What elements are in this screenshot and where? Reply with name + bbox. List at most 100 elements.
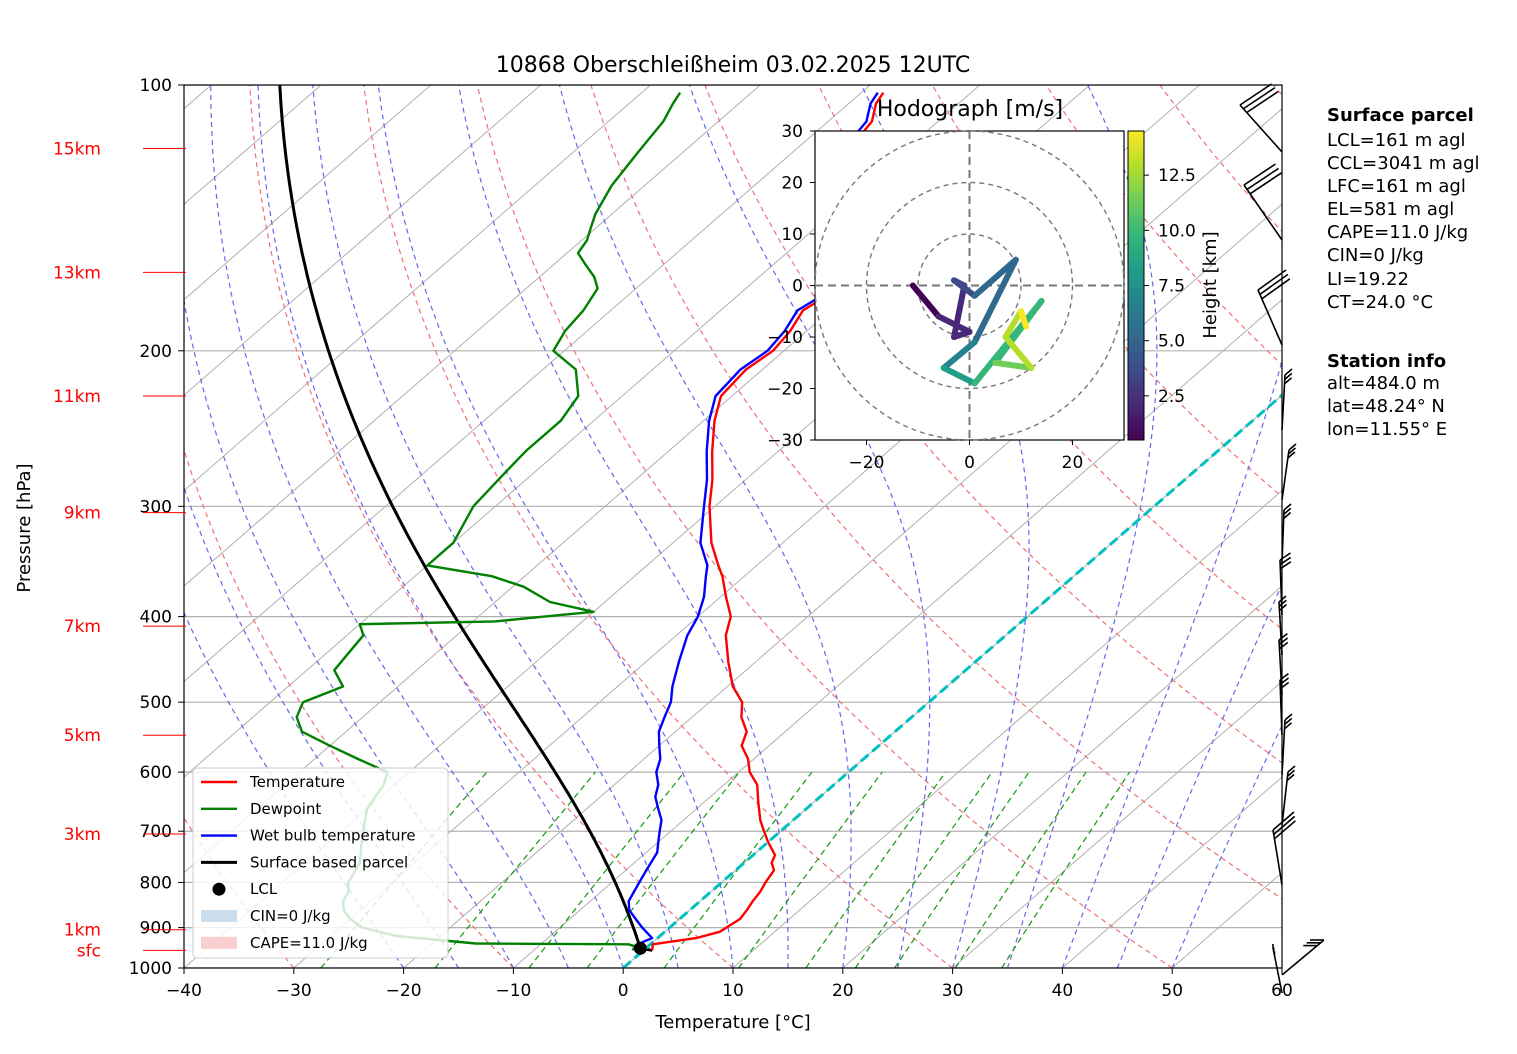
colorbar-tick-label: 7.5 xyxy=(1158,277,1185,297)
wind-barb-feather xyxy=(1279,681,1290,690)
hodograph-segment xyxy=(992,359,1035,371)
hodograph-ring xyxy=(814,130,1125,441)
moist-adiabat xyxy=(1061,359,1282,968)
legend-label: Dewpoint xyxy=(250,800,321,818)
wind-barb xyxy=(1281,509,1285,564)
surface-parcel-title: Surface parcel xyxy=(1327,105,1474,126)
hodograph-segment xyxy=(971,256,1019,299)
wind-barb xyxy=(1278,601,1283,656)
wind-barb-feather xyxy=(1283,503,1292,511)
isotherm xyxy=(622,394,1282,968)
legend-swatch xyxy=(201,910,237,922)
wind-barb xyxy=(1279,559,1283,616)
wind-barb-feather xyxy=(1284,713,1293,721)
wind-barb-feather xyxy=(1261,278,1291,300)
temperature-tick-label: 0 xyxy=(618,981,629,1001)
isotherm xyxy=(184,85,432,301)
temperature-tick-label: −30 xyxy=(276,981,312,1001)
hodograph-segment xyxy=(971,256,1019,346)
isotherm xyxy=(184,85,761,587)
height-label: sfc xyxy=(77,941,101,961)
isotherm xyxy=(842,585,1282,968)
wind-barb-feather xyxy=(1288,443,1297,451)
dry-adiabat xyxy=(476,85,1173,968)
hodograph-xtick-label: −20 xyxy=(849,453,885,473)
moist-adiabat xyxy=(558,85,852,968)
wind-barb-feather xyxy=(1259,273,1289,296)
pressure-tick-label: 200 xyxy=(140,342,172,362)
wind-barb xyxy=(1278,639,1283,696)
height-label: 15km xyxy=(53,139,101,159)
wind-barb-feather xyxy=(1278,603,1288,612)
height-label: 9km xyxy=(64,504,101,524)
colorbar-label: Height [km] xyxy=(1200,231,1221,338)
isotherm xyxy=(513,298,1282,968)
wind-barb-feather xyxy=(1249,172,1283,195)
colorbar-tick-label: 12.5 xyxy=(1158,166,1196,186)
wind-barb-feather xyxy=(1283,511,1292,520)
wind-barb-feather xyxy=(1278,599,1287,607)
wind-barb-feather xyxy=(1284,717,1293,726)
hodograph-ytick-label: 30 xyxy=(781,122,803,142)
mixing-ratio-line xyxy=(1001,771,1131,968)
wind-barb-feather xyxy=(1279,561,1292,570)
wind-barb-feather xyxy=(1278,595,1287,603)
moist-adiabat xyxy=(458,85,789,968)
wind-barbs xyxy=(1239,83,1325,994)
surface-parcel-line xyxy=(278,85,653,952)
wind-barb xyxy=(1239,104,1283,153)
wind-barb-feather xyxy=(1246,90,1279,114)
wind-barb-feather xyxy=(1279,556,1292,566)
wind-barb-feather xyxy=(1287,765,1296,773)
wind-barb-feather xyxy=(1286,769,1296,777)
temperature-tick-label: 10 xyxy=(722,981,744,1001)
dry-adiabat xyxy=(184,448,514,968)
hodograph-segment xyxy=(951,282,968,340)
legend-label: Wet bulb temperature xyxy=(250,827,416,845)
colorbar-tick-label: 2.5 xyxy=(1158,387,1185,407)
pressure-tick-label: 900 xyxy=(140,919,172,939)
hodograph-segment xyxy=(951,277,978,299)
isotherm xyxy=(184,85,541,396)
wind-barb-feather xyxy=(1283,722,1293,730)
hodograph-ytick-label: 0 xyxy=(792,277,803,297)
hodograph-inset: Hodograph [m/s] 30 20 10 0 −10 −20 −30 −20 0 20 2.5… xyxy=(767,97,1221,473)
moist-adiabat xyxy=(1171,724,1282,968)
pressure-tick-label: 800 xyxy=(140,873,172,893)
legend-label: LCL xyxy=(250,880,278,898)
lcl-marker xyxy=(633,941,647,955)
wind-barb-feather xyxy=(1242,87,1276,110)
wind-barb-feather xyxy=(1279,552,1291,561)
hodograph-segment xyxy=(1018,308,1030,330)
wind-barb-feather xyxy=(1278,641,1289,650)
wind-barb-feather xyxy=(1278,637,1289,646)
wind-barb xyxy=(1281,374,1286,431)
mixing-ratio-line xyxy=(586,771,740,968)
hodograph-ytick-label: −10 xyxy=(767,328,803,348)
dry-adiabat xyxy=(931,85,1282,498)
legend-swatch xyxy=(212,882,226,896)
surface-parcel-el: EL=581 m agl xyxy=(1327,199,1454,220)
pressure-tick-label: 1000 xyxy=(129,959,172,979)
hodograph-segment xyxy=(940,364,978,387)
dry-adiabat xyxy=(1501,85,1517,968)
pressure-tick-label: 300 xyxy=(140,497,172,517)
wind-barb-feather xyxy=(1286,773,1295,782)
hodograph-ring xyxy=(917,233,1022,338)
dry-adiabat xyxy=(590,85,1282,900)
colorbar-tick-label: 5.0 xyxy=(1158,332,1185,352)
station-lon: lon=11.55° E xyxy=(1327,419,1447,440)
height-label: 5km xyxy=(64,726,101,746)
wind-barb-feather xyxy=(1279,677,1290,686)
wind-barb-feather xyxy=(1284,368,1293,376)
station-alt: alt=484.0 m xyxy=(1327,373,1440,394)
legend-box xyxy=(192,767,449,959)
hodograph-segment xyxy=(992,297,1045,366)
x-axis-label: Temperature [°C] xyxy=(654,1012,810,1033)
temperature-tick-label: −10 xyxy=(495,981,531,1001)
hodograph-ytick-label: 10 xyxy=(781,225,803,245)
station-lat: lat=48.24° N xyxy=(1327,396,1445,417)
pressure-tick-label: 500 xyxy=(140,693,172,713)
mixing-ratio-line xyxy=(894,771,1030,968)
